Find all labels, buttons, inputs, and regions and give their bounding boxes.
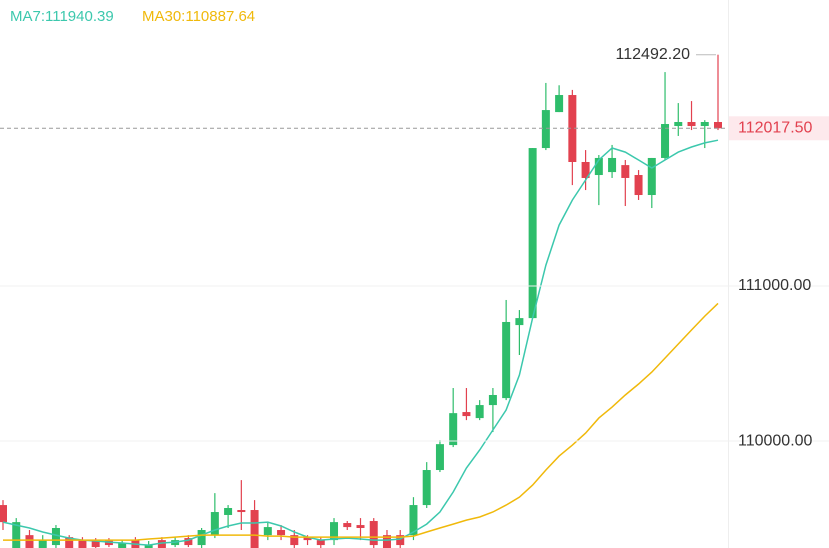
ma-line xyxy=(3,302,719,541)
candle-body xyxy=(369,521,378,546)
candle-body xyxy=(700,122,709,127)
candle-body xyxy=(250,510,259,548)
candle-body xyxy=(515,318,524,326)
candle-body xyxy=(396,535,405,546)
candle-body xyxy=(594,157,603,176)
candle-body xyxy=(157,540,166,548)
candle-body xyxy=(502,321,511,399)
last-price-box xyxy=(729,116,829,141)
candle-body xyxy=(621,165,630,178)
candle-body xyxy=(38,540,47,548)
candle-body xyxy=(409,505,418,536)
candle-body xyxy=(356,525,365,529)
candle-body xyxy=(462,412,471,417)
candle-body xyxy=(541,110,550,149)
candle-body xyxy=(303,537,312,541)
candle-body xyxy=(91,541,100,548)
candle-body xyxy=(316,540,325,546)
candle-body xyxy=(528,148,537,319)
candle-body xyxy=(330,522,339,541)
y-tick-label: 111000.00 xyxy=(738,277,811,294)
candle-body xyxy=(661,124,670,158)
candle-body xyxy=(555,95,564,113)
candle-body xyxy=(224,508,233,515)
candle-body xyxy=(12,522,21,548)
candle-body xyxy=(647,157,656,196)
candle-body xyxy=(449,413,458,446)
legend-ma7: MA7:111940.39 xyxy=(10,8,114,25)
candle-body xyxy=(210,512,219,536)
candle-body xyxy=(608,157,617,173)
candle-body xyxy=(475,405,484,419)
legend-ma30: MA30:110887.64 xyxy=(142,8,255,25)
candle-body xyxy=(488,394,497,406)
candle-body xyxy=(422,470,431,506)
y-tick-label: 110000.00 xyxy=(738,432,813,449)
candle-body xyxy=(25,535,34,548)
candle-body xyxy=(0,505,7,523)
candle-body xyxy=(263,527,272,536)
ma-line xyxy=(2,139,719,546)
candle-body xyxy=(435,444,444,471)
candle-body xyxy=(382,535,391,548)
candle-body xyxy=(184,538,193,546)
candle-body xyxy=(65,537,74,548)
max-label: 112492.20 xyxy=(616,46,691,63)
candle-body xyxy=(343,523,352,528)
candle-body xyxy=(674,122,683,127)
candle-body xyxy=(714,122,722,129)
candle-body xyxy=(277,530,286,536)
last-price-label: 112017.50 xyxy=(738,119,813,136)
candle-body xyxy=(51,528,60,546)
candle-body xyxy=(568,95,577,162)
candle-body xyxy=(197,530,206,546)
candle-body xyxy=(687,122,696,127)
candle-body xyxy=(144,545,153,548)
candle-body xyxy=(237,510,246,513)
candle-body xyxy=(118,543,127,548)
candle-body xyxy=(581,161,590,178)
candle-body xyxy=(78,540,87,548)
candle-body xyxy=(290,535,299,546)
candle-body xyxy=(634,175,643,196)
plot-area xyxy=(0,54,722,548)
